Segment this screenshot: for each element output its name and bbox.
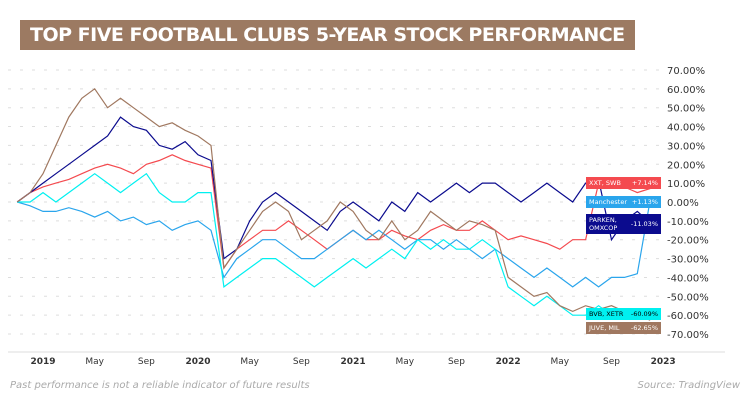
y-tick-label: 0.00% xyxy=(667,198,699,209)
y-tick-label: 20.00% xyxy=(667,160,705,171)
x-tick-label: May xyxy=(85,357,104,367)
y-tick-label: -30.00% xyxy=(667,255,709,266)
y-tick-label: 50.00% xyxy=(667,104,705,115)
series-line-3 xyxy=(17,172,651,316)
legend-name: JUVE, MIL xyxy=(589,324,620,332)
legend-name: XXT, SWB xyxy=(589,179,621,187)
legend-value: +1.13% xyxy=(631,198,658,206)
legend-value: -62.65% xyxy=(630,324,658,332)
legend-name: PARKEN, OMXCOP xyxy=(589,216,618,232)
y-tick-label: 40.00% xyxy=(667,123,705,134)
legend-badge: XXT, SWB +7.14% xyxy=(586,177,661,189)
legend-badge: Manchester +1.13% xyxy=(586,196,661,208)
chart-title: TOP FIVE FOOTBALL CLUBS 5-YEAR STOCK PER… xyxy=(20,20,635,50)
y-tick-label: 30.00% xyxy=(667,141,705,152)
source-note: Source: TradingView xyxy=(637,380,740,391)
series-line-4 xyxy=(16,87,651,321)
x-tick-label: May xyxy=(550,357,569,367)
series-line-1 xyxy=(17,199,651,288)
y-tick-label: -60.00% xyxy=(667,311,709,322)
x-tick-label: Sep xyxy=(448,357,465,367)
footer-note: Past performance is not a reliable indic… xyxy=(10,380,310,391)
x-tick-label: 2021 xyxy=(341,357,366,367)
legend-badge: PARKEN, OMXCOP -11.03% xyxy=(586,214,661,234)
legend-badge: JUVE, MIL -62.65% xyxy=(586,322,661,334)
legend-value: +7.14% xyxy=(631,179,658,187)
y-tick-label: -10.00% xyxy=(667,217,709,228)
y-tick-label: 70.00% xyxy=(667,66,705,77)
x-tick-label: Sep xyxy=(293,357,310,367)
y-tick-label: -20.00% xyxy=(667,236,709,247)
x-tick-label: May xyxy=(395,357,414,367)
x-tick-label: Sep xyxy=(138,357,155,367)
legend-name: Manchester xyxy=(589,198,628,206)
legend-name: BVB, XETR xyxy=(589,310,624,318)
legend-value: -60.09% xyxy=(630,310,658,318)
x-tick-label: Sep xyxy=(603,357,620,367)
legend-value: -11.03% xyxy=(630,220,658,228)
y-tick-label: -40.00% xyxy=(667,273,709,284)
x-tick-label: 2020 xyxy=(186,357,211,367)
series-line-2 xyxy=(16,116,651,260)
y-tick-label: 10.00% xyxy=(667,179,705,190)
y-tick-label: -50.00% xyxy=(667,292,709,303)
y-tick-label: -70.00% xyxy=(667,330,709,341)
x-tick-label: 2019 xyxy=(30,357,55,367)
legend-badge: BVB, XETR -60.09% xyxy=(586,308,661,320)
x-tick-label: 2022 xyxy=(496,357,521,367)
x-tick-label: 2023 xyxy=(651,357,676,367)
y-tick-label: 60.00% xyxy=(667,85,705,96)
x-tick-label: May xyxy=(240,357,259,367)
